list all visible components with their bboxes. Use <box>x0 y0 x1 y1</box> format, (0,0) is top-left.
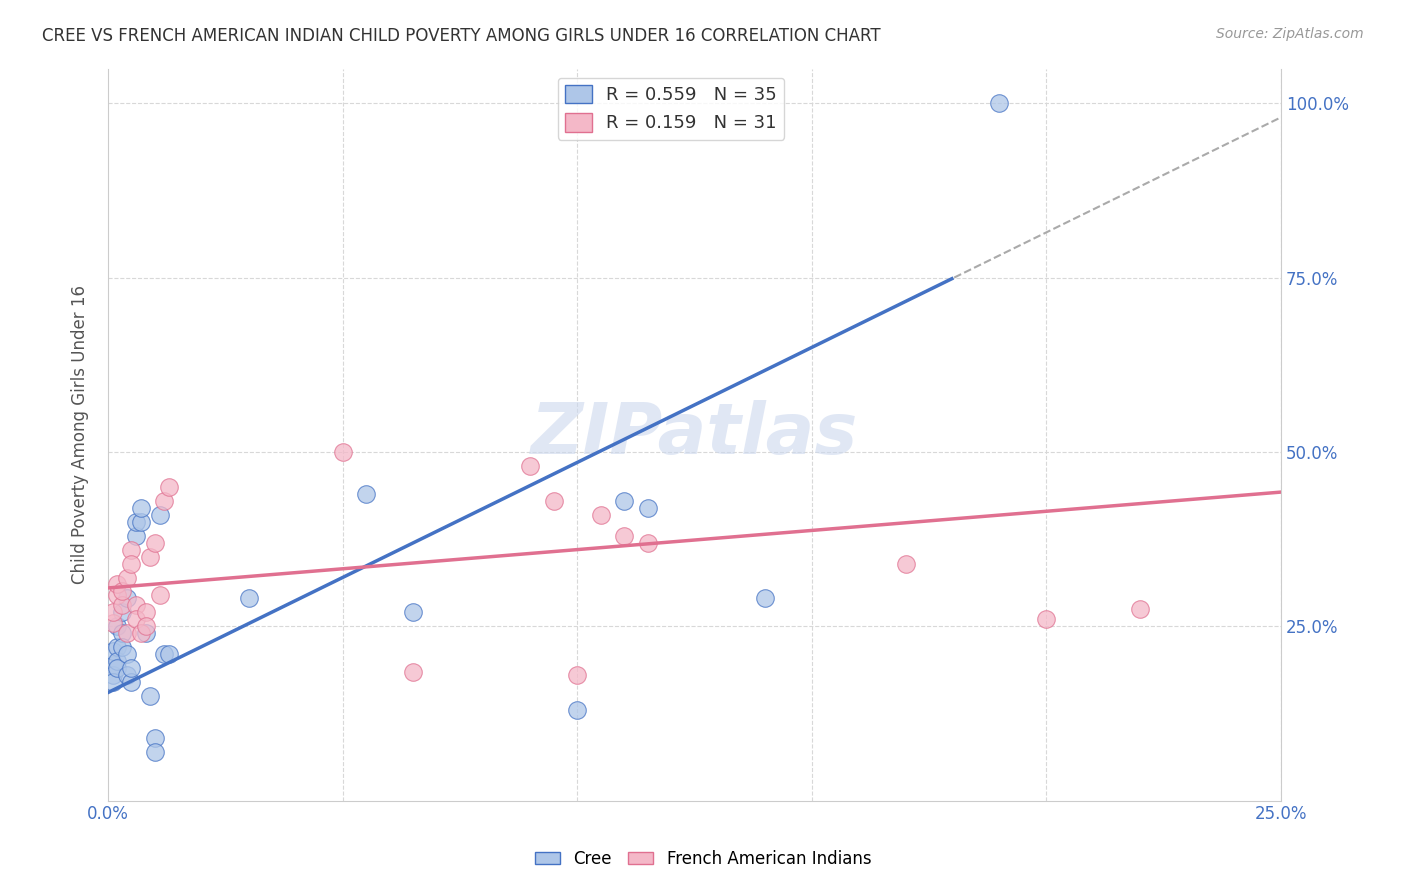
Point <box>589 508 612 522</box>
Point <box>111 599 134 613</box>
Point <box>120 542 142 557</box>
Point <box>101 643 124 657</box>
Point <box>402 665 425 679</box>
Point <box>567 668 589 682</box>
Point <box>111 606 134 620</box>
Point <box>149 508 172 522</box>
Point <box>894 557 917 571</box>
Point <box>125 599 148 613</box>
Point <box>111 626 134 640</box>
Point <box>354 487 377 501</box>
Point <box>1129 602 1152 616</box>
Point <box>115 591 138 606</box>
Point <box>120 675 142 690</box>
Point <box>1035 612 1057 626</box>
Point <box>135 626 157 640</box>
Text: Source: ZipAtlas.com: Source: ZipAtlas.com <box>1216 27 1364 41</box>
Point <box>115 626 138 640</box>
Point <box>101 675 124 690</box>
Point <box>143 745 166 759</box>
Point <box>613 493 636 508</box>
Point <box>139 689 162 703</box>
Point <box>101 606 124 620</box>
Point <box>111 584 134 599</box>
Point <box>101 615 124 630</box>
Y-axis label: Child Poverty Among Girls Under 16: Child Poverty Among Girls Under 16 <box>72 285 89 584</box>
Point <box>115 570 138 584</box>
Point <box>105 661 128 675</box>
Point <box>135 619 157 633</box>
Point <box>567 703 589 717</box>
Legend: Cree, French American Indians: Cree, French American Indians <box>529 844 877 875</box>
Point <box>115 668 138 682</box>
Point <box>238 591 260 606</box>
Point <box>157 480 180 494</box>
Point <box>543 493 565 508</box>
Point <box>105 654 128 668</box>
Point <box>149 588 172 602</box>
Point <box>105 577 128 591</box>
Point <box>613 529 636 543</box>
Point <box>988 96 1011 111</box>
Point <box>115 647 138 661</box>
Point <box>101 657 124 672</box>
Point <box>637 500 659 515</box>
Point <box>143 731 166 745</box>
Point <box>139 549 162 564</box>
Point <box>105 619 128 633</box>
Point <box>135 606 157 620</box>
Point <box>105 588 128 602</box>
Point <box>402 606 425 620</box>
Point <box>519 458 541 473</box>
Point <box>125 515 148 529</box>
Point <box>129 515 152 529</box>
Point <box>153 647 176 661</box>
Point <box>754 591 776 606</box>
Point <box>129 626 152 640</box>
Point <box>637 535 659 549</box>
Point <box>120 661 142 675</box>
Point <box>125 612 148 626</box>
Point <box>120 557 142 571</box>
Text: ZIPatlas: ZIPatlas <box>531 401 858 469</box>
Point <box>157 647 180 661</box>
Text: CREE VS FRENCH AMERICAN INDIAN CHILD POVERTY AMONG GIRLS UNDER 16 CORRELATION CH: CREE VS FRENCH AMERICAN INDIAN CHILD POV… <box>42 27 880 45</box>
Legend: R = 0.559   N = 35, R = 0.159   N = 31: R = 0.559 N = 35, R = 0.159 N = 31 <box>558 78 785 140</box>
Point <box>111 640 134 655</box>
Point <box>125 529 148 543</box>
Point <box>101 668 124 682</box>
Point <box>153 493 176 508</box>
Point <box>105 640 128 655</box>
Point <box>332 445 354 459</box>
Point <box>143 535 166 549</box>
Point <box>129 500 152 515</box>
